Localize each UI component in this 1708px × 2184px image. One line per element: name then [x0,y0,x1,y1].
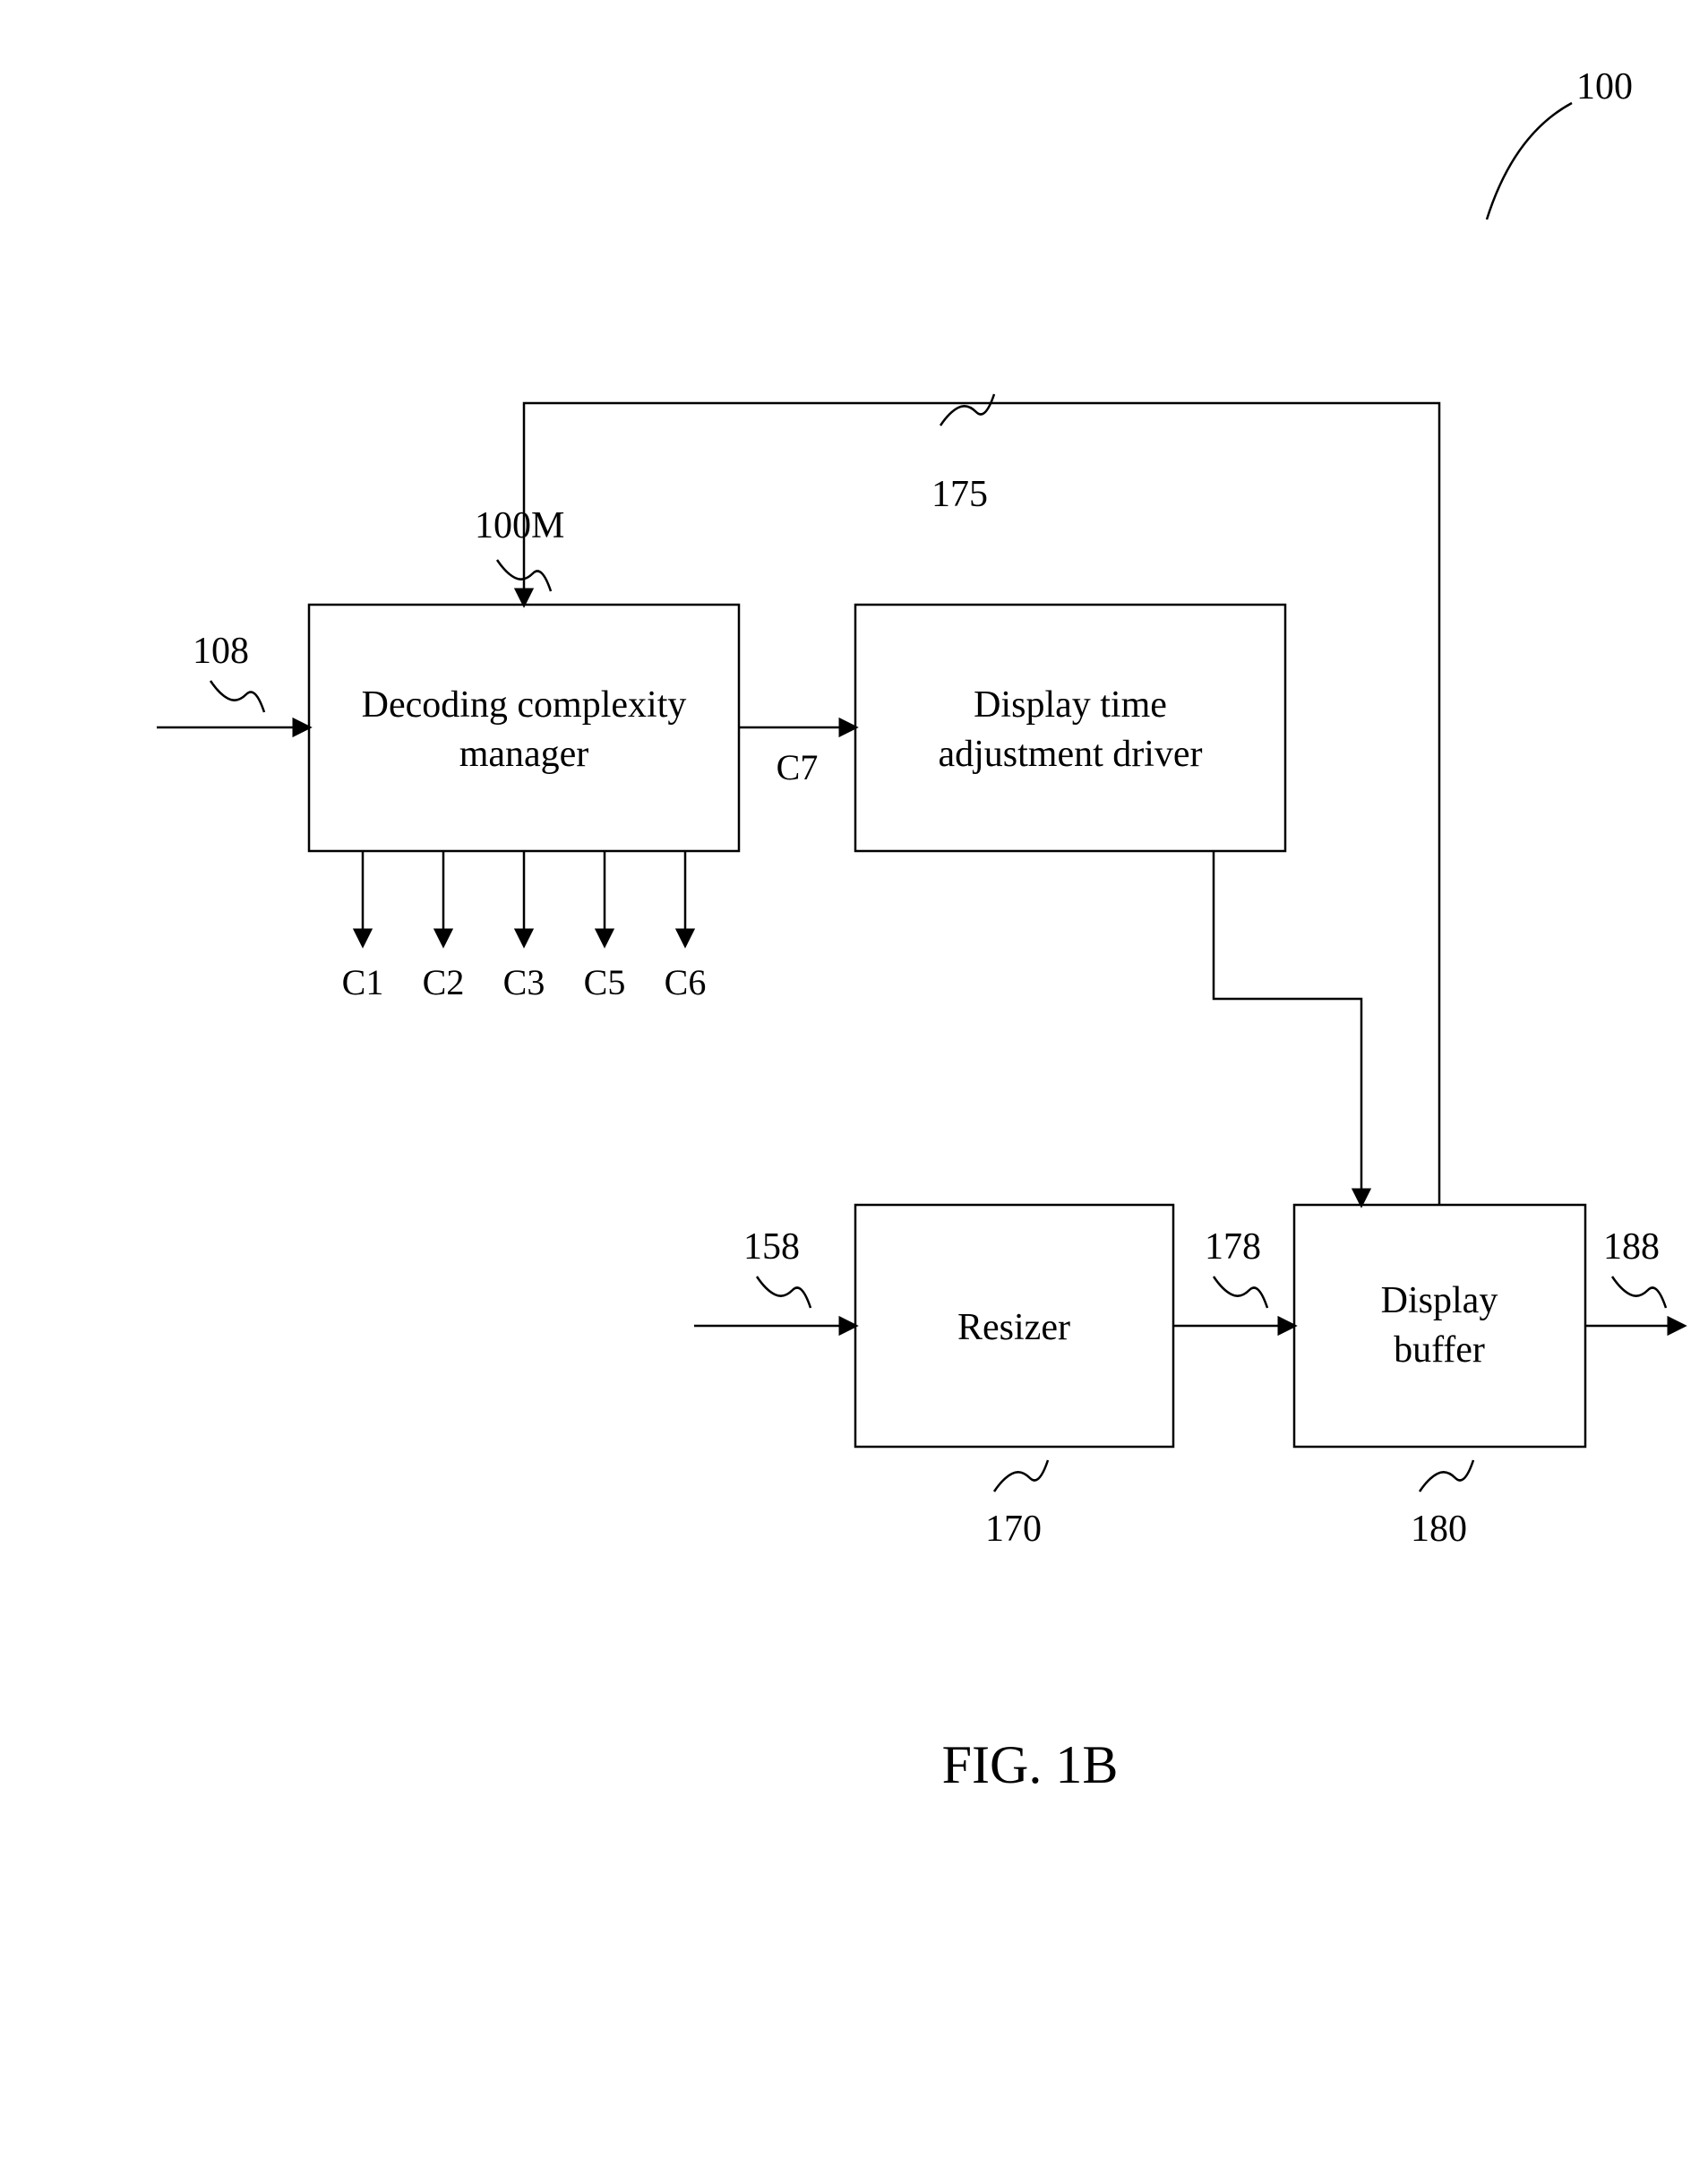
ref-180: 180 [1411,1509,1467,1550]
ref-178: 178 [1205,1226,1261,1268]
squiggle-188 [1612,1277,1666,1308]
leader-100 [1487,103,1572,219]
label-c2: C2 [423,962,465,1002]
label-c7: C7 [777,747,819,787]
ref-100m: 100M [475,505,564,546]
label-c5: C5 [584,962,626,1002]
squiggle-178 [1214,1277,1267,1308]
ref-188: 188 [1603,1226,1660,1268]
buffer-label-2: buffer [1394,1329,1485,1371]
squiggle-108 [210,681,264,712]
manager-label-2: manager [459,734,589,775]
squiggle-180 [1420,1460,1473,1492]
resizer-label: Resizer [957,1307,1070,1348]
ref-175: 175 [931,474,988,515]
system-ref-100: 100 [1576,66,1633,107]
manager-box [309,605,739,851]
label-c6: C6 [665,962,707,1002]
buffer-box [1294,1205,1585,1447]
arrow-driver-buffer [1214,851,1361,1205]
ref-108: 108 [193,631,249,672]
label-c1: C1 [342,962,384,1002]
driver-label-1: Display time [974,684,1167,726]
driver-label-2: adjustment driver [938,734,1202,775]
squiggle-158 [757,1277,811,1308]
ref-158: 158 [743,1226,800,1268]
squiggle-170 [994,1460,1048,1492]
squiggle-175 [940,394,994,426]
buffer-label-1: Display [1381,1280,1498,1321]
manager-label-1: Decoding complexity [362,684,687,726]
label-c3: C3 [503,962,545,1002]
driver-box [855,605,1285,851]
ref-170: 170 [985,1509,1042,1550]
figure-title: FIG. 1B [942,1735,1119,1794]
